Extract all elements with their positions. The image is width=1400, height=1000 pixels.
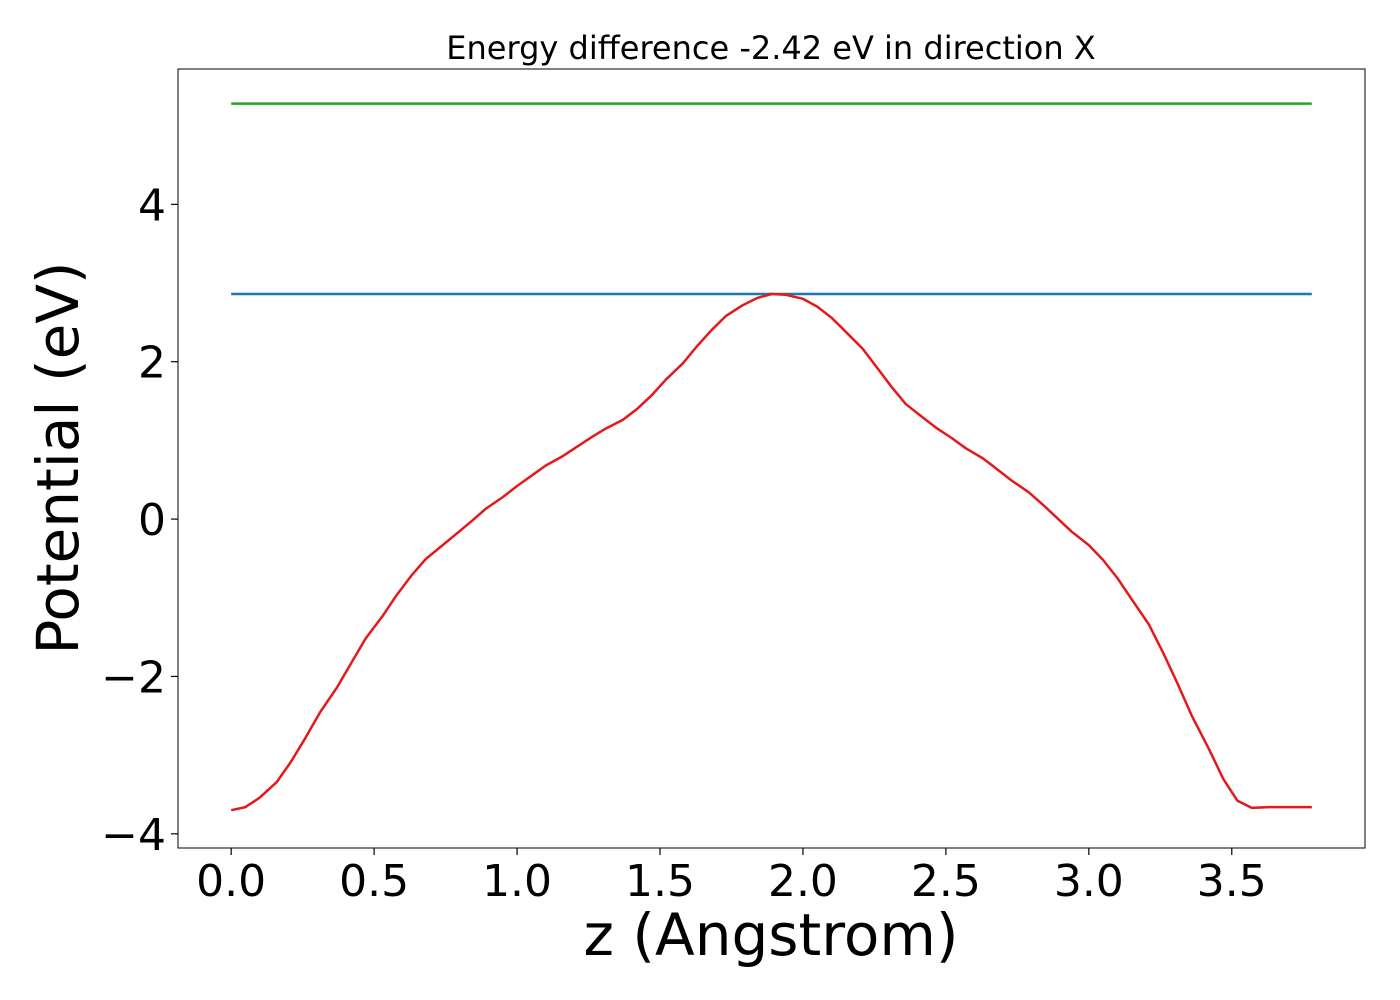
x-axis-title: z (Angstrom): [584, 901, 959, 969]
x-tick-label: 3.5: [1197, 856, 1267, 907]
y-tick-label: 4: [138, 180, 166, 231]
series-layer: [230, 102, 1312, 812]
x-tick-label: 3.0: [1054, 856, 1124, 907]
y-tick-label: 0: [138, 495, 166, 546]
x-tick-label: 2.5: [911, 856, 981, 907]
x-tick-label: 1.0: [482, 856, 552, 907]
chart-title: Energy difference -2.42 eV in direction …: [446, 29, 1095, 67]
y-tick-label: 2: [138, 338, 166, 389]
x-tick-label: 1.5: [625, 856, 695, 907]
y-tick-label: −2: [101, 652, 166, 703]
series-line-3: [230, 292, 1312, 812]
y-tick-label: −4: [101, 810, 166, 861]
y-axis: −4 −2 0 2 4: [101, 180, 178, 861]
x-axis: 0.0 0.5 1.0 1.5 2.0 2.5 3.0 3.5: [196, 848, 1267, 907]
x-tick-label: 0.0: [196, 856, 266, 907]
x-tick-label: 0.5: [339, 856, 409, 907]
x-tick-label: 2.0: [768, 856, 838, 907]
plot-frame: [177, 68, 1366, 849]
y-axis-title: Potential (eV): [24, 261, 92, 654]
